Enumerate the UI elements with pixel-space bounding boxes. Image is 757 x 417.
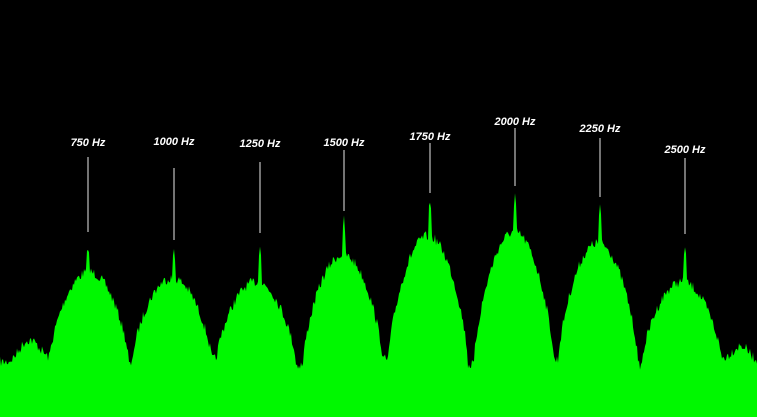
peak-label: 750 Hz: [71, 137, 106, 149]
spectrum: [0, 193, 757, 417]
peak-label: 2000 Hz: [494, 116, 536, 128]
peak-label: 1250 Hz: [240, 138, 281, 150]
peak-label: 2250 Hz: [579, 123, 621, 135]
peak-label: 1500 Hz: [324, 137, 365, 149]
peak-label: 1000 Hz: [154, 136, 195, 148]
peak-label: 1750 Hz: [410, 131, 451, 143]
peak-label: 2500 Hz: [664, 144, 706, 156]
